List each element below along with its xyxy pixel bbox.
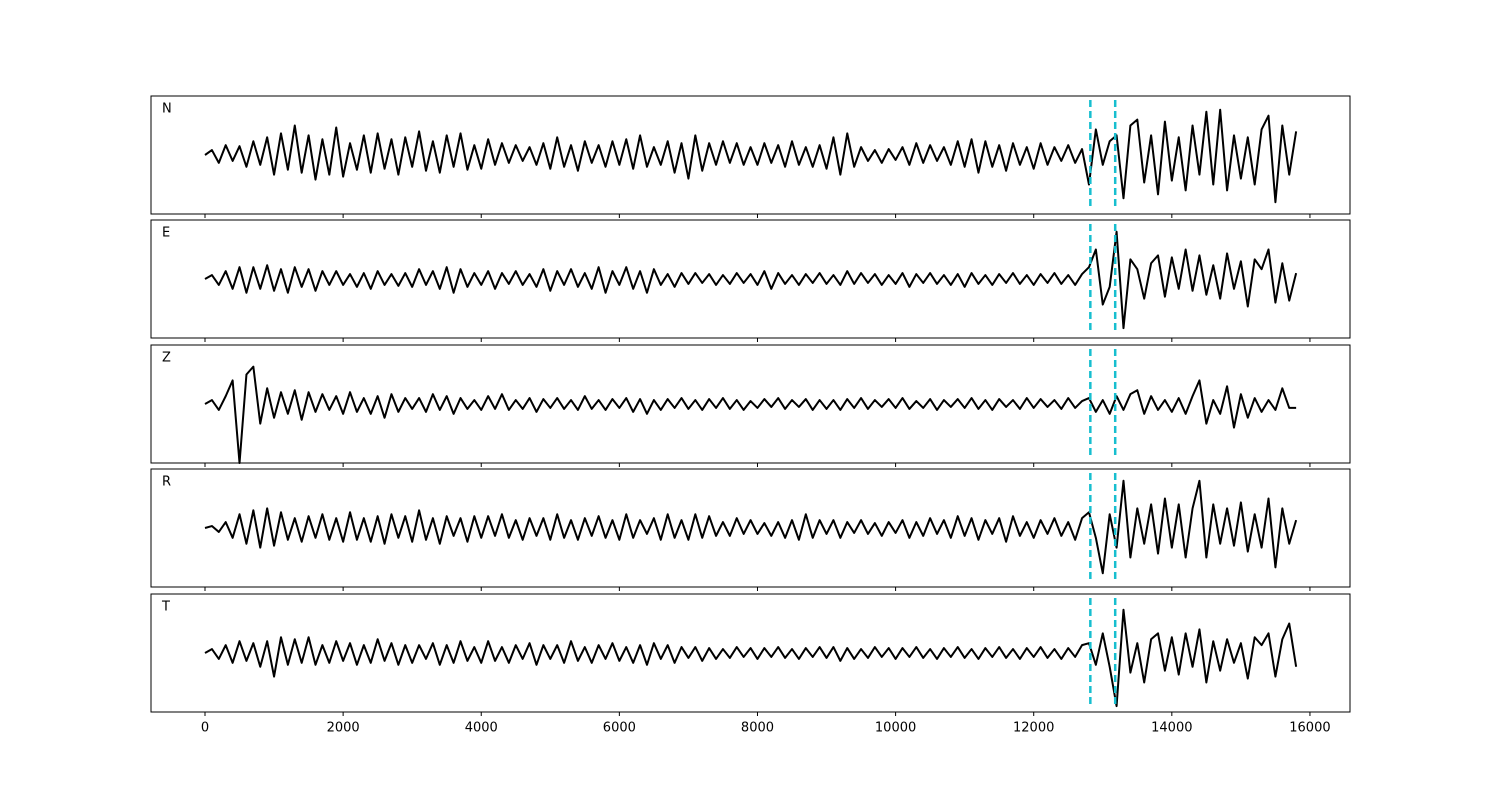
x-tick-label: 4000 [465, 721, 498, 736]
channel-label: R [162, 475, 171, 490]
x-tick-label: 2000 [327, 721, 360, 736]
panel-frame [150, 344, 1351, 464]
x-tick-label: 16000 [1289, 721, 1330, 736]
channel-label: N [162, 102, 172, 117]
x-tick-label: 8000 [741, 721, 774, 736]
panel-frame [150, 219, 1351, 339]
trace [204, 108, 1298, 204]
trace [204, 230, 1298, 330]
x-tick-label: 14000 [1151, 721, 1192, 736]
trace [204, 479, 1298, 575]
x-tick-label: 0 [201, 721, 209, 736]
panel-frame [150, 593, 1351, 713]
panel-frame [150, 95, 1351, 215]
channel-label: E [162, 226, 170, 241]
channel-label: T [161, 600, 170, 615]
x-tick-label: 10000 [875, 721, 916, 736]
trace [204, 608, 1298, 708]
x-tick-label: 6000 [603, 721, 636, 736]
panel-frame [150, 468, 1351, 588]
trace [204, 365, 1297, 464]
x-tick-label: 12000 [1013, 721, 1054, 736]
channel-label: Z [162, 351, 171, 366]
